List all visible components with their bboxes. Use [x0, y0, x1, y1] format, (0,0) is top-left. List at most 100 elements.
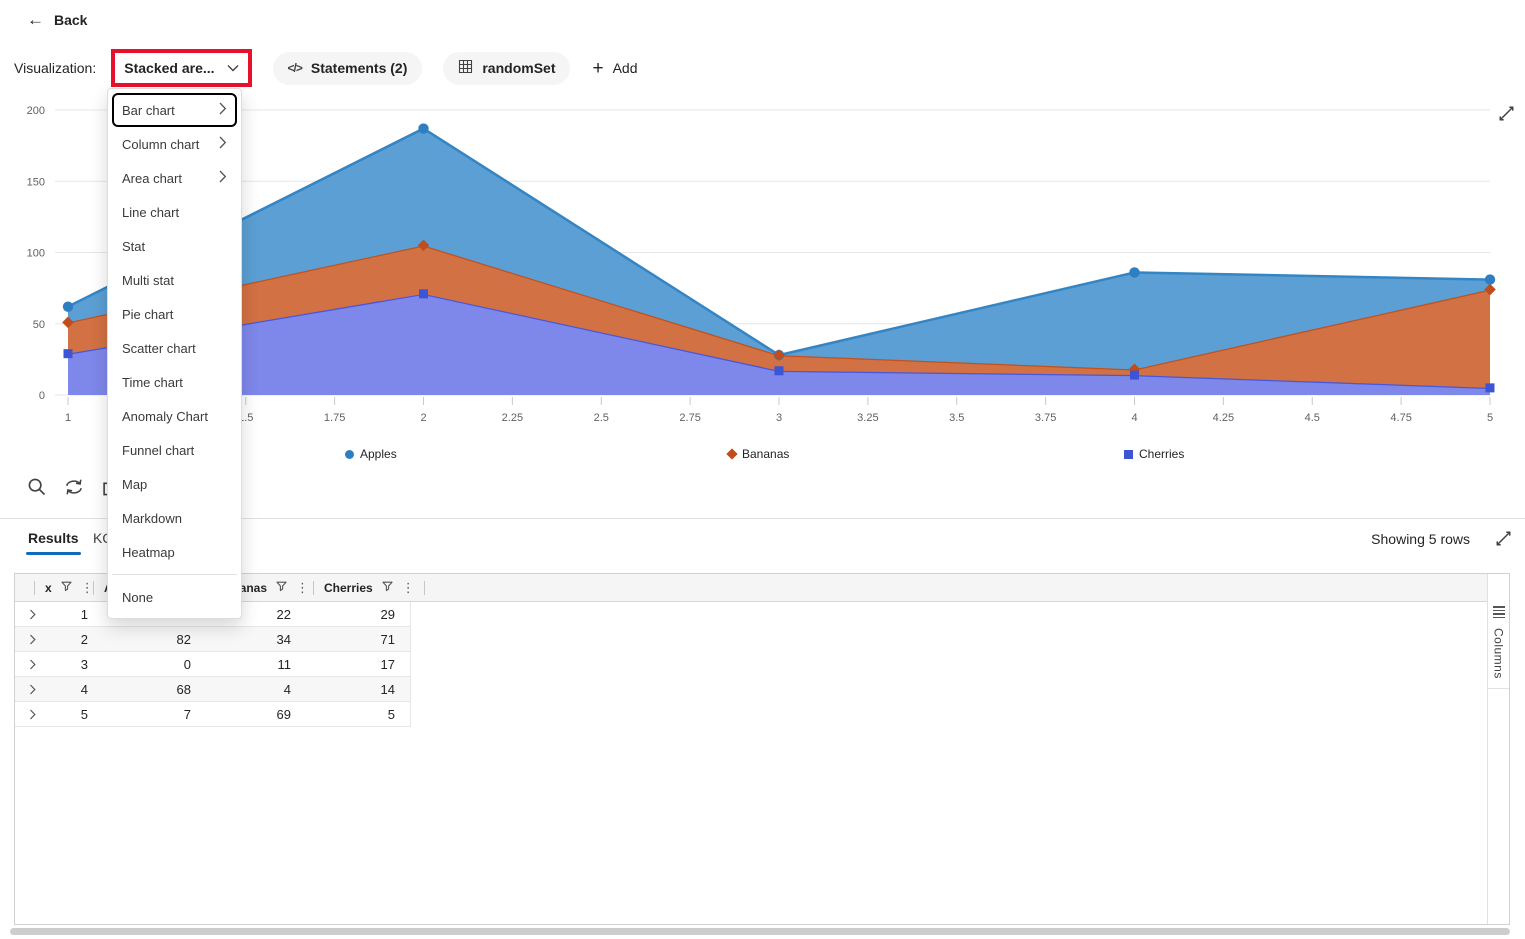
chart-refresh-button[interactable] — [62, 475, 86, 499]
header-separator — [93, 580, 94, 595]
menu-item-stat[interactable]: Stat — [112, 229, 237, 263]
svg-text:1: 1 — [65, 412, 71, 424]
cell-cherries: 17 — [380, 656, 395, 672]
visualization-menu: Bar chart Column chart Area chart Line char… — [107, 88, 242, 619]
visualization-label: Visualization: — [14, 60, 97, 76]
menu-item-bar-chart[interactable]: Bar chart — [112, 93, 237, 127]
chevron-right-icon — [219, 136, 227, 152]
table-row[interactable]: 2 82 34 71 — [15, 627, 411, 652]
visualization-toolbar: Visualization: Stacked are... </> Statem… — [0, 47, 1525, 89]
menu-item-area-chart[interactable]: Area chart — [112, 161, 237, 195]
row-expander[interactable] — [15, 609, 51, 620]
back-arrow-icon: ← — [27, 10, 44, 29]
menu-item-label: Scatter chart — [122, 340, 196, 356]
results-expand-button[interactable] — [1493, 530, 1513, 550]
table-row[interactable]: 5 7 69 5 — [15, 702, 411, 727]
menu-item-multi-stat[interactable]: Multi stat — [112, 263, 237, 297]
table-body: 1112229282347130111746841457695 — [15, 602, 1509, 727]
cell-cherries: 5 — [387, 706, 395, 722]
svg-text:1.75: 1.75 — [324, 412, 345, 424]
svg-text:3: 3 — [776, 412, 782, 424]
menu-item-time-chart[interactable]: Time chart — [112, 365, 237, 399]
table-row[interactable]: 4 68 4 14 — [15, 677, 411, 702]
svg-text:3.75: 3.75 — [1035, 412, 1056, 424]
column-header-label: x — [45, 580, 52, 595]
filter-icon[interactable] — [61, 581, 72, 595]
svg-text:2.75: 2.75 — [679, 412, 700, 424]
menu-item-label: Bar chart — [122, 102, 175, 118]
kebab-menu-icon[interactable]: ⋮ — [80, 579, 94, 595]
menu-item-label: Markdown — [122, 510, 182, 526]
showing-rows-label: Showing 5 rows — [1371, 531, 1470, 547]
menu-item-none[interactable]: None — [112, 580, 237, 614]
header-separator — [34, 580, 35, 595]
svg-text:4: 4 — [1131, 412, 1137, 424]
legend-label: Bananas — [742, 447, 790, 461]
grip-icon — [1492, 606, 1505, 618]
plus-icon: + — [592, 57, 604, 79]
visualization-dropdown[interactable]: Stacked are... — [111, 49, 252, 87]
tab-results[interactable]: Results — [26, 530, 81, 555]
columns-panel-toggle[interactable]: Columns — [1487, 574, 1509, 924]
filter-icon[interactable] — [382, 581, 393, 595]
svg-text:4.5: 4.5 — [1305, 412, 1320, 424]
table-row[interactable]: 3 0 11 17 — [15, 652, 411, 677]
statements-label: Statements (2) — [310, 60, 408, 76]
chart-legend: Apples Bananas Cherries — [0, 447, 1525, 465]
column-header-x[interactable]: x ⋮ — [35, 574, 94, 601]
menu-item-funnel-chart[interactable]: Funnel chart — [112, 433, 237, 467]
filter-icon[interactable] — [276, 581, 287, 595]
cell-bananas: 11 — [277, 656, 292, 672]
svg-text:3.25: 3.25 — [857, 412, 878, 424]
cell-cherries: 29 — [380, 606, 395, 622]
menu-item-map[interactable]: Map — [112, 467, 237, 501]
header-separator — [313, 580, 314, 595]
menu-item-pie-chart[interactable]: Pie chart — [112, 297, 237, 331]
menu-item-label: None — [122, 589, 154, 605]
menu-item-markdown[interactable]: Markdown — [112, 501, 237, 535]
chart-zoom-button[interactable] — [25, 475, 49, 499]
cell-apples: 82 — [176, 631, 191, 647]
row-expander[interactable] — [15, 684, 51, 695]
back-label: Back — [54, 12, 88, 28]
stacked-area-chart: 05010015020011.251.51.7522.252.52.7533.2… — [0, 95, 1525, 435]
svg-text:2.25: 2.25 — [502, 412, 523, 424]
row-expander[interactable] — [15, 659, 51, 670]
legend-item-cherries[interactable]: Cherries — [1124, 447, 1184, 461]
legend-item-apples[interactable]: Apples — [345, 447, 397, 461]
svg-text:2: 2 — [420, 412, 426, 424]
menu-item-label: Multi stat — [122, 272, 175, 288]
cell-x: 1 — [80, 606, 88, 622]
svg-text:5: 5 — [1487, 412, 1493, 424]
statements-button[interactable]: </> Statements (2) — [272, 51, 423, 85]
row-expander[interactable] — [15, 709, 51, 720]
menu-item-label: Map — [122, 476, 148, 492]
row-expander[interactable] — [15, 634, 51, 645]
code-icon: </> — [287, 61, 303, 75]
kebab-menu-icon[interactable]: ⋮ — [401, 579, 415, 595]
menu-item-line-chart[interactable]: Line chart — [112, 195, 237, 229]
column-header-cherries[interactable]: Cherries ⋮ — [314, 574, 424, 601]
menu-item-label: Stat — [122, 238, 146, 254]
menu-item-anomaly-chart[interactable]: Anomaly Chart — [112, 399, 237, 433]
menu-item-heatmap[interactable]: Heatmap — [112, 535, 237, 569]
cell-bananas: 34 — [276, 631, 291, 647]
dataset-button[interactable]: randomSet — [443, 51, 571, 85]
menu-separator — [112, 574, 237, 575]
menu-item-label: Column chart — [122, 136, 200, 152]
cell-x: 5 — [80, 706, 88, 722]
menu-item-label: Anomaly Chart — [122, 408, 208, 424]
add-button[interactable]: + Add — [592, 59, 637, 78]
menu-item-label: Pie chart — [122, 306, 174, 322]
square-marker-icon — [1124, 449, 1133, 459]
horizontal-scrollbar[interactable] — [10, 928, 1510, 935]
add-label: Add — [612, 60, 638, 76]
chart-expand-button[interactable] — [1496, 105, 1516, 125]
back-button[interactable]: ← Back — [0, 0, 87, 40]
kebab-menu-icon[interactable]: ⋮ — [296, 579, 310, 595]
menu-item-column-chart[interactable]: Column chart — [112, 127, 237, 161]
svg-text:200: 200 — [27, 105, 45, 117]
visualization-value: Stacked are... — [124, 60, 215, 76]
legend-item-bananas[interactable]: Bananas — [726, 447, 790, 461]
menu-item-scatter-chart[interactable]: Scatter chart — [112, 331, 237, 365]
